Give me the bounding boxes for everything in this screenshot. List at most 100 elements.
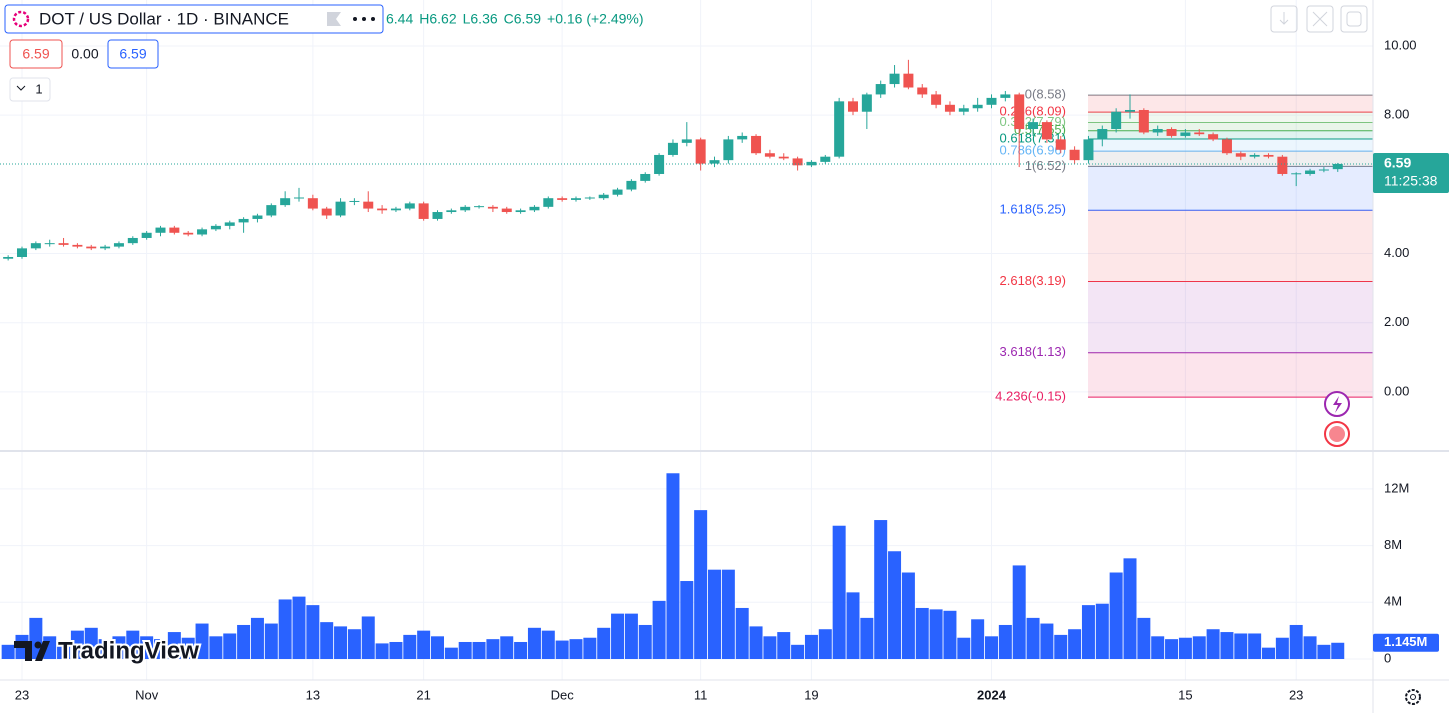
candle-body xyxy=(58,243,69,245)
menu-dot[interactable] xyxy=(362,17,366,21)
volume-bar xyxy=(597,627,611,659)
maximize-button[interactable] xyxy=(1340,5,1368,33)
candle-body xyxy=(571,198,581,200)
candle-body xyxy=(944,104,955,112)
candle-body xyxy=(1277,156,1288,174)
candle-body xyxy=(612,189,623,195)
candle-body xyxy=(751,135,762,154)
symbol-box[interactable] xyxy=(4,4,384,34)
volume-tick-label: 12M xyxy=(1384,480,1409,495)
volume-bar xyxy=(264,623,278,659)
volume-bar xyxy=(1012,565,1026,659)
candle-body xyxy=(1166,129,1177,136)
volume-bar xyxy=(1123,558,1137,659)
x-tick-label: 15 xyxy=(1178,687,1192,702)
x-tick-label: 11 xyxy=(694,687,708,702)
candle-body xyxy=(778,156,789,159)
fib-label: 0.786(6.96) xyxy=(1000,143,1067,158)
sell-box[interactable] xyxy=(9,39,63,69)
candle-body xyxy=(972,104,983,109)
volume-bar xyxy=(389,641,403,659)
menu-dot[interactable] xyxy=(353,17,357,21)
volume-bar xyxy=(223,633,237,659)
candle-body xyxy=(17,248,27,257)
volume-bar xyxy=(957,637,971,659)
countdown: 11:25:38 xyxy=(1384,173,1438,189)
candle-body xyxy=(113,243,124,247)
candle-body xyxy=(820,156,831,162)
volume-bar xyxy=(361,616,375,659)
candle-body xyxy=(1083,139,1094,161)
flag-icon[interactable] xyxy=(327,12,341,26)
toolbar-icons xyxy=(1270,5,1368,33)
volume-bar xyxy=(1068,629,1082,659)
ohlc-value: 6.44 xyxy=(386,11,413,27)
gear-outline xyxy=(1405,689,1421,705)
candle-body xyxy=(1221,139,1232,154)
candle-body xyxy=(1208,134,1219,140)
volume-bar xyxy=(555,640,569,659)
candle-body xyxy=(640,173,651,181)
volume-bar xyxy=(874,520,888,659)
candle-body xyxy=(30,243,41,249)
volume-bar xyxy=(347,629,361,659)
volume-bar xyxy=(611,613,625,659)
volume-bar xyxy=(514,641,528,659)
volume-bar xyxy=(624,613,638,659)
candle-body xyxy=(1069,149,1080,161)
candle-body xyxy=(390,208,401,211)
buy-price[interactable]: 6.59 xyxy=(119,46,146,62)
candle-body xyxy=(695,139,706,164)
y-tick-label: 0.00 xyxy=(1384,383,1409,398)
y-tick-label: 8.00 xyxy=(1384,107,1409,122)
volume-bar xyxy=(1151,636,1165,659)
sell-price[interactable]: 6.59 xyxy=(22,46,49,62)
volume-bar xyxy=(721,569,735,659)
download-button[interactable] xyxy=(1270,5,1298,33)
fib-label: 0.5(7.55) xyxy=(1014,122,1066,137)
volume-bar xyxy=(444,647,458,659)
fib-zone xyxy=(1088,95,1373,113)
fib-label: 4.236(-0.15) xyxy=(995,389,1066,404)
fib-zone xyxy=(1088,352,1373,398)
volume-bar xyxy=(403,634,417,659)
candle-body xyxy=(141,232,152,238)
volume-tick-label: 4M xyxy=(1384,594,1402,609)
volume-bar xyxy=(250,617,264,659)
volume-bar xyxy=(195,623,209,659)
candle-body xyxy=(1125,109,1135,112)
price-pane xyxy=(0,59,1373,261)
candle-body xyxy=(557,198,568,200)
candle-body xyxy=(667,142,678,155)
candle-body xyxy=(1318,169,1329,171)
volume-bar xyxy=(140,636,154,659)
volume-bar xyxy=(1109,572,1123,659)
fullscreen-button[interactable] xyxy=(1306,5,1334,33)
volume-bar xyxy=(680,581,694,659)
menu-dot[interactable] xyxy=(371,17,375,21)
fib-label: 1(6.52) xyxy=(1025,158,1066,173)
volume-bar xyxy=(1234,633,1248,659)
candle-body xyxy=(1291,173,1302,175)
candle-body xyxy=(931,94,942,105)
candle-body xyxy=(1180,132,1191,136)
volume-bar xyxy=(417,630,431,659)
x-tick-label: 23 xyxy=(1289,687,1303,702)
volume-bar xyxy=(57,640,71,659)
candle-body xyxy=(654,154,665,174)
candle-body xyxy=(1111,111,1122,130)
logo-dot xyxy=(34,641,42,649)
candle-body xyxy=(543,198,554,207)
candle-body xyxy=(529,206,540,211)
volume-bar xyxy=(70,630,84,659)
volume-bar xyxy=(1,644,15,659)
volume-bar xyxy=(472,641,486,659)
buy-box[interactable] xyxy=(107,39,159,69)
fib-label: 1.618(5.25) xyxy=(1000,202,1067,217)
volume-bar xyxy=(334,626,348,659)
settings-icon[interactable] xyxy=(1405,689,1421,705)
indicators-toggle[interactable] xyxy=(9,77,51,102)
volume-bar xyxy=(167,632,181,659)
volume-bar xyxy=(181,637,195,659)
flag-us-icon xyxy=(1329,426,1345,442)
